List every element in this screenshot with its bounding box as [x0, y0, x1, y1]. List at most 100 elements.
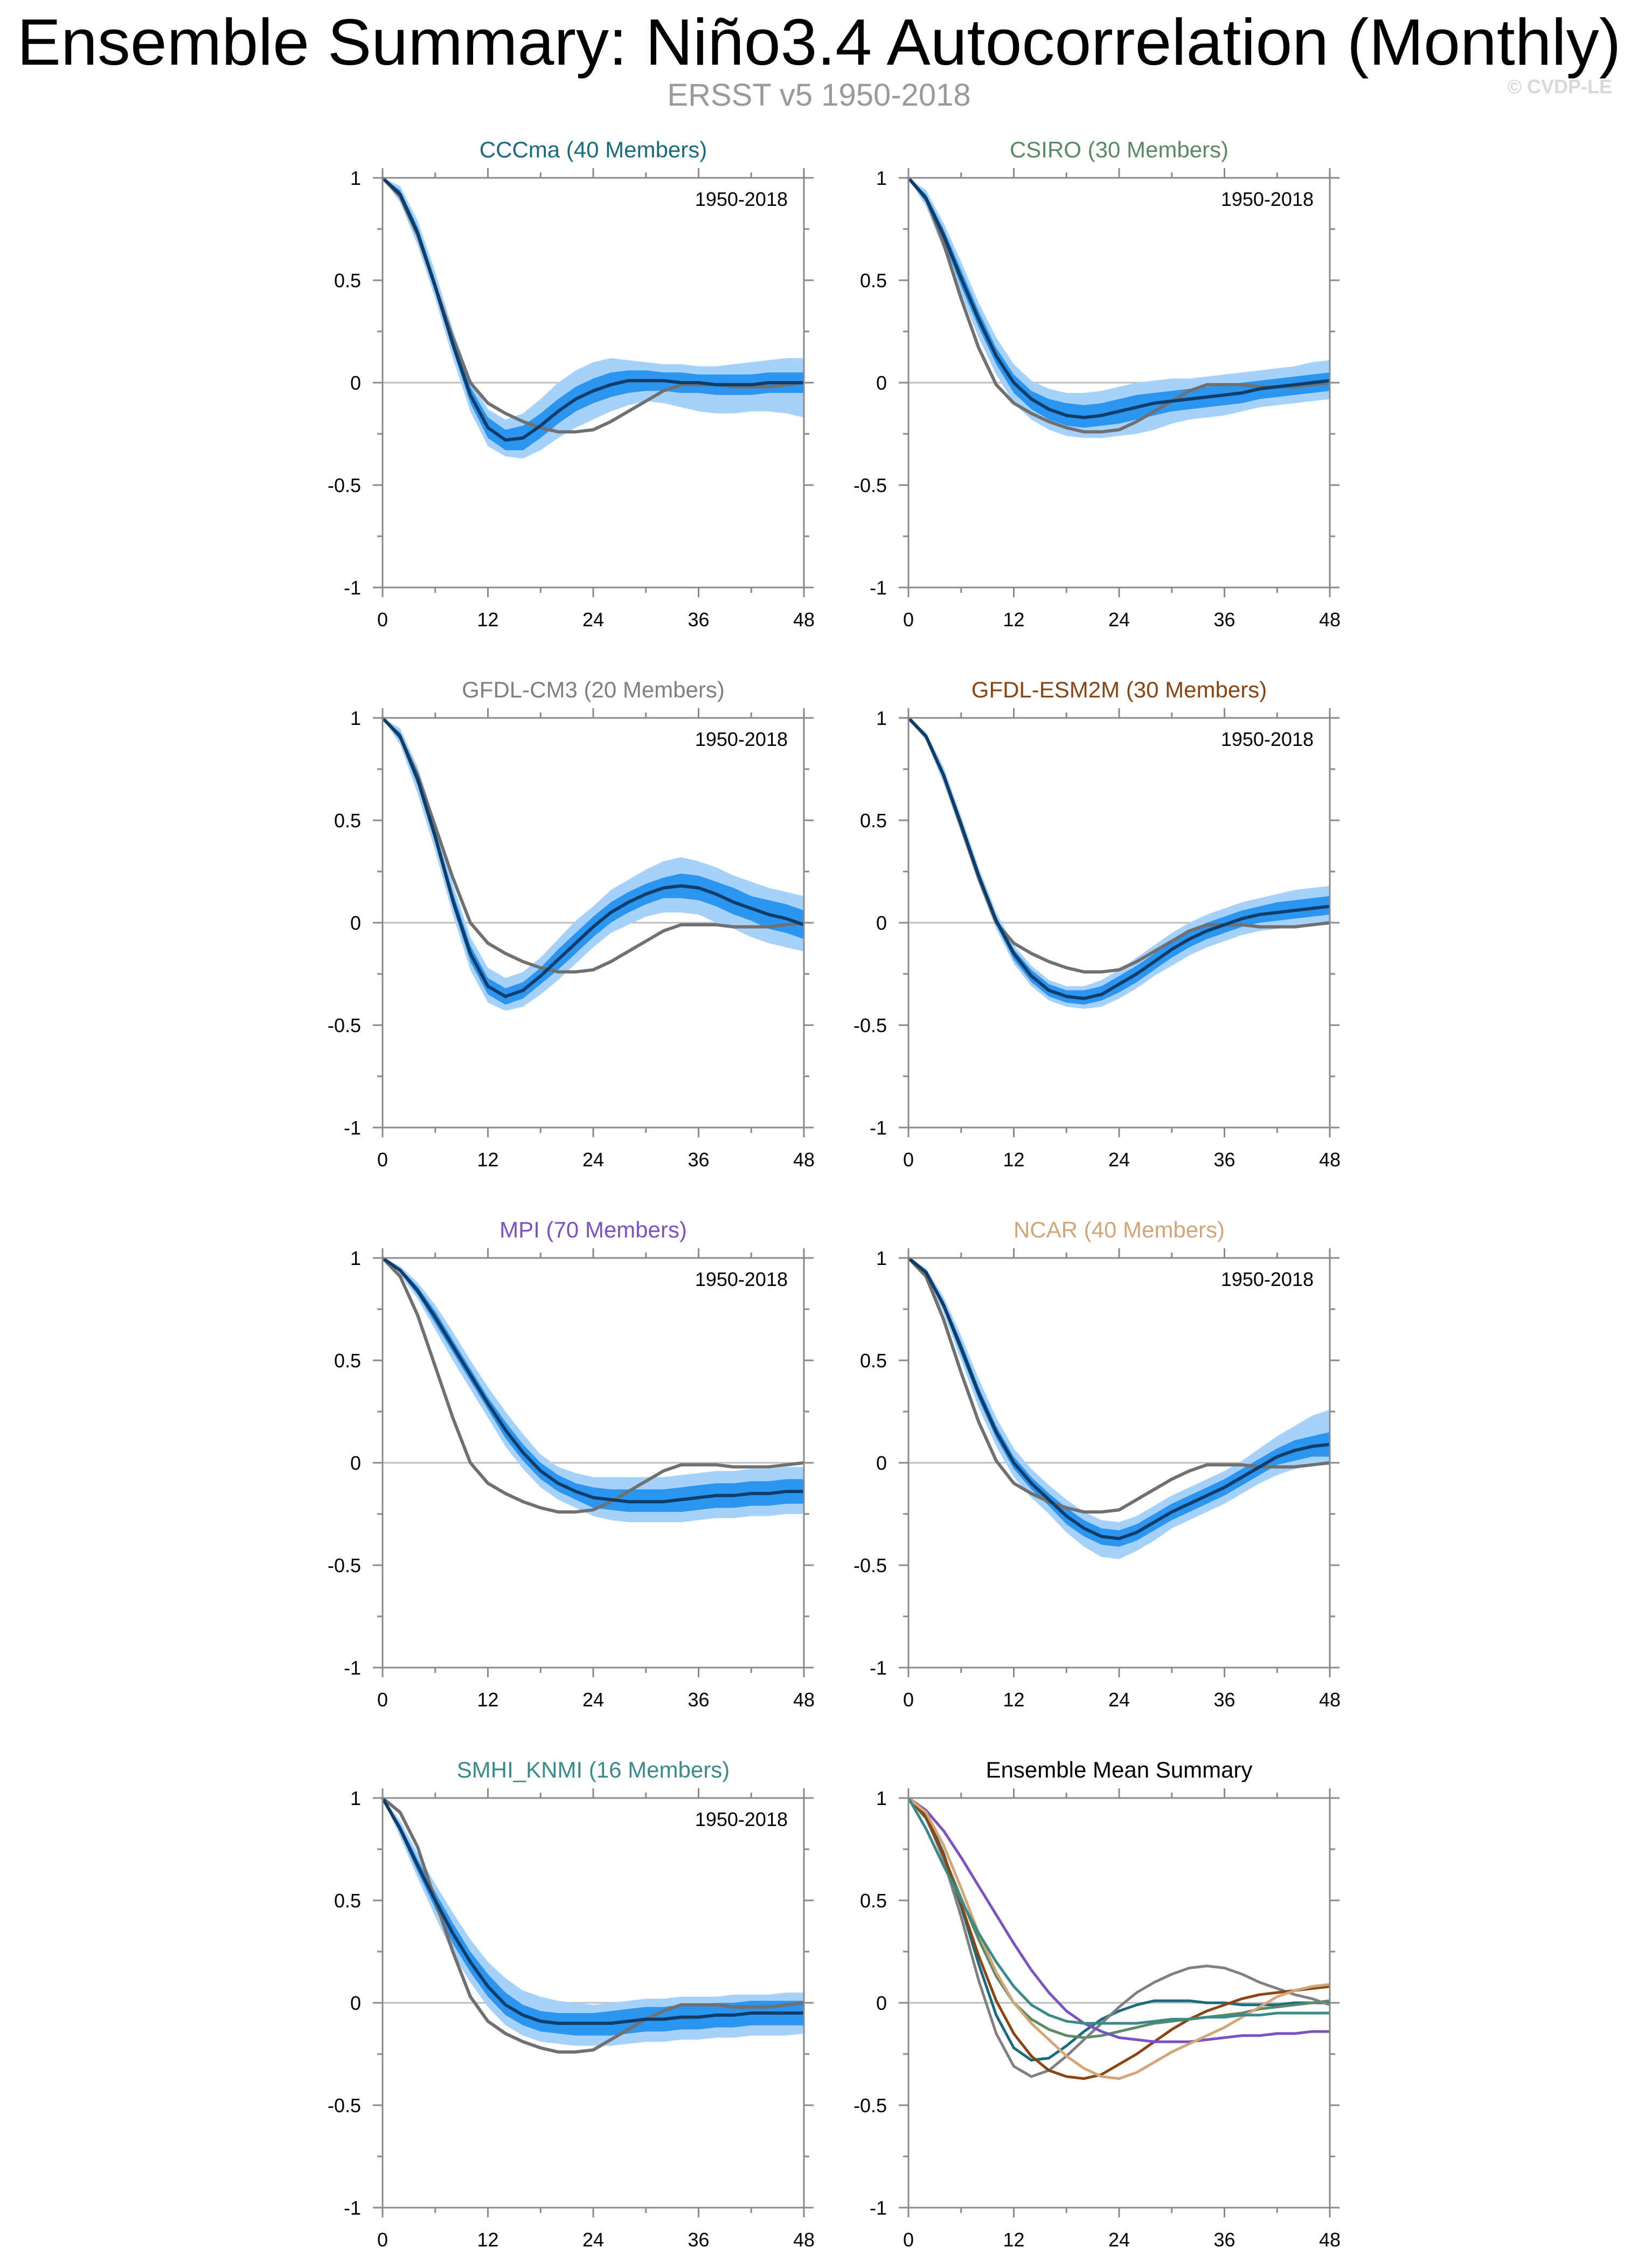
y-tick-label: 1: [350, 707, 361, 729]
series-line-cccma: [907, 1797, 1330, 2062]
y-tick-label: 0.5: [860, 810, 887, 832]
panel-title: NCAR (40 Members): [1014, 1217, 1225, 1242]
x-tick-label: 0: [903, 1689, 914, 1711]
x-tick-label: 24: [1108, 1149, 1130, 1171]
chart-panel-8: Ensemble Mean Summary 0 12 24 36 48 1 0.5 0 -0.5 -…: [853, 1757, 1341, 2251]
y-tick-label: -1: [870, 2197, 887, 2219]
y-tick-label: -0.5: [853, 2094, 887, 2117]
period-annotation: 1950-2018: [695, 1268, 788, 1290]
x-tick-label: 0: [903, 1149, 914, 1171]
x-tick-label: 24: [582, 1689, 604, 1711]
x-tick-label: 12: [477, 1689, 498, 1711]
x-tick-label: 12: [477, 609, 498, 631]
y-tick-label: 0.5: [334, 810, 361, 832]
x-tick-label: 48: [1319, 2229, 1341, 2251]
chart-panel-3: GFDL-CM3 (20 Members) 1950-2018 0 12 24 36 48 1…: [328, 677, 815, 1171]
y-tick-label: 0.5: [334, 269, 361, 292]
y-tick-label: 1: [876, 707, 887, 729]
series-line-mpi: [907, 1796, 1330, 2043]
x-tick-label: 48: [1319, 1689, 1341, 1711]
period-annotation: 1950-2018: [695, 188, 788, 210]
chart-panel-6: NCAR (40 Members) 1950-2018 0 12 24 36 48 1 0.5 0…: [853, 1217, 1341, 1711]
ensemble-spread-inner: [908, 718, 1330, 1005]
ensemble-spread-inner: [383, 1258, 804, 1512]
ensemble-spread-outer: [908, 1258, 1330, 1559]
y-tick-label: -1: [344, 577, 361, 599]
x-tick-label: 0: [377, 2229, 388, 2251]
x-tick-label: 48: [793, 1689, 815, 1711]
series-line-smhi-knmi: [907, 1797, 1330, 2025]
x-tick-label: 36: [688, 1689, 709, 1711]
y-tick-label: -0.5: [853, 474, 887, 496]
y-tick-label: 0.5: [860, 269, 887, 292]
period-annotation: 1950-2018: [695, 1808, 788, 1830]
y-tick-label: 1: [876, 1787, 887, 1809]
x-tick-label: 36: [1213, 2229, 1235, 2251]
x-tick-label: 48: [793, 1149, 815, 1171]
observed-line: [381, 1256, 804, 1514]
x-tick-label: 24: [1108, 609, 1130, 631]
figure-title: Ensemble Summary: Niño3.4 Autocorrelatio…: [17, 5, 1621, 79]
y-tick-label: -0.5: [328, 1014, 361, 1036]
x-tick-label: 12: [1003, 1689, 1024, 1711]
y-tick-label: 0.5: [860, 1890, 887, 1912]
x-tick-label: 12: [1003, 609, 1024, 631]
period-annotation: 1950-2018: [695, 728, 788, 750]
panel-title: GFDL-CM3 (20 Members): [462, 677, 725, 702]
y-tick-label: 1: [876, 167, 887, 189]
x-tick-label: 48: [1319, 1149, 1341, 1171]
y-tick-label: -0.5: [328, 2094, 361, 2117]
x-tick-label: 24: [1108, 2229, 1130, 2251]
y-tick-label: -0.5: [328, 474, 361, 496]
x-tick-label: 48: [793, 609, 815, 631]
x-tick-label: 12: [1003, 1149, 1024, 1171]
ensemble-mean-line: [907, 716, 1330, 1000]
chart-panel-7: SMHI_KNMI (16 Members) 1950-2018 0 12 24 36 48…: [328, 1757, 815, 2251]
ensemble-spread-inner: [383, 1798, 804, 2036]
y-tick-label: 1: [350, 1247, 361, 1269]
x-tick-label: 12: [477, 1149, 498, 1171]
x-tick-label: 48: [1319, 609, 1341, 631]
x-tick-label: 0: [377, 609, 388, 631]
y-tick-label: 0.5: [860, 1350, 887, 1372]
panel-title: SMHI_KNMI (16 Members): [457, 1757, 730, 1782]
x-tick-label: 24: [582, 2229, 604, 2251]
y-tick-label: 0: [350, 912, 361, 934]
period-annotation: 1950-2018: [1221, 728, 1314, 750]
observed-line: [907, 177, 1330, 434]
copyright-watermark: © CVDP-LE: [1507, 75, 1612, 98]
observed-line: [381, 716, 804, 974]
panel-title: CCCma (40 Members): [480, 137, 707, 162]
ensemble-mean-line: [381, 1256, 804, 1504]
y-tick-label: 0: [350, 1992, 361, 2014]
x-tick-label: 0: [903, 609, 914, 631]
x-tick-label: 36: [1213, 609, 1235, 631]
y-tick-label: -1: [870, 1117, 887, 1139]
y-tick-label: 0: [350, 1452, 361, 1474]
x-tick-label: 0: [377, 1689, 388, 1711]
x-tick-label: 36: [1213, 1149, 1235, 1171]
y-tick-label: 0: [876, 1992, 887, 2014]
y-tick-label: 1: [876, 1247, 887, 1269]
x-tick-label: 24: [1108, 1689, 1130, 1711]
panel-title: Ensemble Mean Summary: [986, 1757, 1253, 1782]
y-tick-label: -0.5: [328, 1554, 361, 1576]
y-tick-label: -1: [870, 1657, 887, 1679]
y-tick-label: 0: [876, 1452, 887, 1474]
ensemble-spread-outer: [908, 178, 1330, 438]
x-tick-label: 36: [688, 609, 709, 631]
x-tick-label: 12: [477, 2229, 498, 2251]
x-tick-label: 48: [793, 2229, 815, 2251]
y-tick-label: 1: [350, 167, 361, 189]
y-tick-label: -1: [344, 1657, 361, 1679]
period-annotation: 1950-2018: [1221, 188, 1314, 210]
y-tick-label: -1: [344, 1117, 361, 1139]
y-tick-label: 0.5: [334, 1350, 361, 1372]
series-line-gfdl-cm3: [907, 1797, 1330, 2078]
y-tick-label: -0.5: [853, 1554, 887, 1576]
ensemble-mean-line: [907, 1256, 1330, 1540]
x-tick-label: 36: [688, 1149, 709, 1171]
panel-title: MPI (70 Members): [499, 1217, 687, 1242]
